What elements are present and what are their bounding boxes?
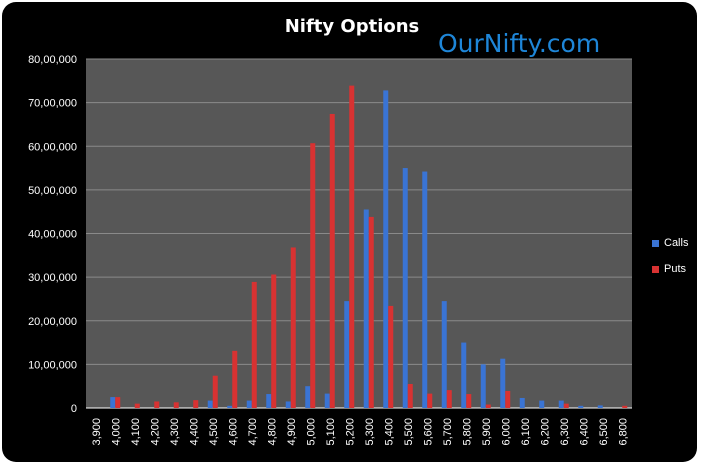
y-tick-label: 0 — [71, 403, 77, 415]
x-tick-label: 4,300 — [169, 418, 181, 446]
chart-frame: 0 10,00,000 20,00,000 30,00,000 40,00,000 50,… — [2, 2, 697, 462]
x-tick-label: 5,400 — [383, 418, 395, 446]
bar-calls — [324, 393, 330, 408]
x-tick-label: 4,800 — [266, 418, 278, 446]
y-tick-label: 20,00,000 — [28, 316, 77, 328]
bar-calls — [363, 209, 369, 408]
x-tick-label: 6,000 — [500, 418, 512, 446]
x-tick-label: 5,300 — [364, 418, 376, 446]
bar-calls — [285, 401, 291, 408]
x-tick-label: 5,600 — [422, 418, 434, 446]
bar-calls — [441, 301, 447, 408]
bar-puts — [563, 403, 569, 408]
x-tick-label: 5,500 — [403, 418, 415, 446]
bar-puts — [115, 397, 121, 408]
x-tick-label: 3,900 — [91, 418, 103, 446]
x-tick-label: 4,400 — [188, 418, 200, 446]
x-tick-label: 4,600 — [227, 418, 239, 446]
bar-calls — [480, 364, 486, 408]
bar-puts — [251, 281, 257, 408]
bar-calls — [558, 400, 564, 408]
x-tick-label: 4,000 — [110, 418, 122, 446]
bar-puts — [290, 247, 296, 408]
x-tick-label: 5,900 — [481, 418, 493, 446]
bar-puts — [212, 375, 218, 408]
x-tick-label: 5,000 — [305, 418, 317, 446]
chart-title: Nifty Options — [284, 16, 420, 37]
watermark: OurNifty.com — [438, 29, 601, 58]
bar-calls — [461, 342, 467, 408]
bar-puts — [173, 402, 179, 408]
bar-puts — [505, 390, 511, 408]
x-tick-label: 5,200 — [344, 418, 356, 446]
bar-calls — [597, 405, 603, 408]
x-tick-label: 4,900 — [286, 418, 298, 446]
bar-calls — [519, 397, 525, 408]
x-tick-label: 4,100 — [130, 418, 142, 446]
x-tick-label: 5,800 — [461, 418, 473, 446]
chart-svg: 0 10,00,000 20,00,000 30,00,000 40,00,000 50,… — [28, 54, 632, 446]
bar-calls — [578, 405, 584, 408]
bar-calls — [227, 405, 233, 408]
bar-puts — [329, 113, 335, 408]
bar-calls — [539, 400, 545, 408]
x-tick-label: 6,500 — [598, 418, 610, 446]
legend-label-calls: Calls — [664, 237, 689, 249]
bar-puts — [466, 394, 472, 408]
x-tick-label: 5,100 — [325, 418, 337, 446]
bar-puts — [427, 393, 433, 408]
x-tick-label: 4,200 — [149, 418, 161, 446]
y-tick-label: 60,00,000 — [28, 141, 77, 153]
y-tick-label: 70,00,000 — [28, 98, 77, 110]
bar-puts — [271, 274, 277, 408]
x-tick-label: 6,400 — [578, 418, 590, 446]
bar-puts — [154, 401, 160, 408]
bar-puts — [368, 216, 374, 408]
bar-calls — [383, 90, 389, 408]
bar-calls — [207, 400, 213, 408]
x-tick-label: 6,300 — [559, 418, 571, 446]
y-tick-label: 30,00,000 — [28, 272, 77, 284]
x-tick-label: 4,700 — [247, 418, 259, 446]
x-tick-label: 5,700 — [442, 418, 454, 446]
bar-calls — [110, 397, 116, 408]
bar-calls — [422, 171, 428, 408]
y-tick-label: 50,00,000 — [28, 185, 77, 197]
bar-puts — [232, 350, 238, 408]
x-tick-label: 6,200 — [539, 418, 551, 446]
bar-puts — [310, 143, 316, 409]
x-tick-label: 4,500 — [208, 418, 220, 446]
legend-label-puts: Puts — [664, 263, 687, 275]
bar-calls — [266, 394, 272, 408]
bar-puts — [388, 305, 394, 408]
bar-calls — [500, 358, 506, 408]
y-tick-label: 80,00,000 — [28, 54, 77, 66]
y-tick-label: 10,00,000 — [28, 359, 77, 371]
bar-calls — [246, 400, 252, 408]
bar-puts — [193, 400, 199, 408]
x-tick-label: 6,800 — [617, 418, 629, 446]
x-tick-label: 6,100 — [520, 418, 532, 446]
bar-calls — [344, 301, 350, 408]
bar-puts — [622, 405, 628, 408]
legend-swatch-calls — [652, 240, 659, 247]
bar-puts — [134, 403, 140, 408]
y-tick-label: 40,00,000 — [28, 229, 77, 241]
legend-swatch-puts — [652, 266, 659, 273]
bar-puts — [446, 390, 452, 408]
bar-puts — [485, 404, 491, 408]
bar-puts — [407, 384, 413, 408]
bar-calls — [402, 168, 408, 408]
bar-puts — [349, 85, 355, 408]
bar-calls — [305, 386, 311, 408]
